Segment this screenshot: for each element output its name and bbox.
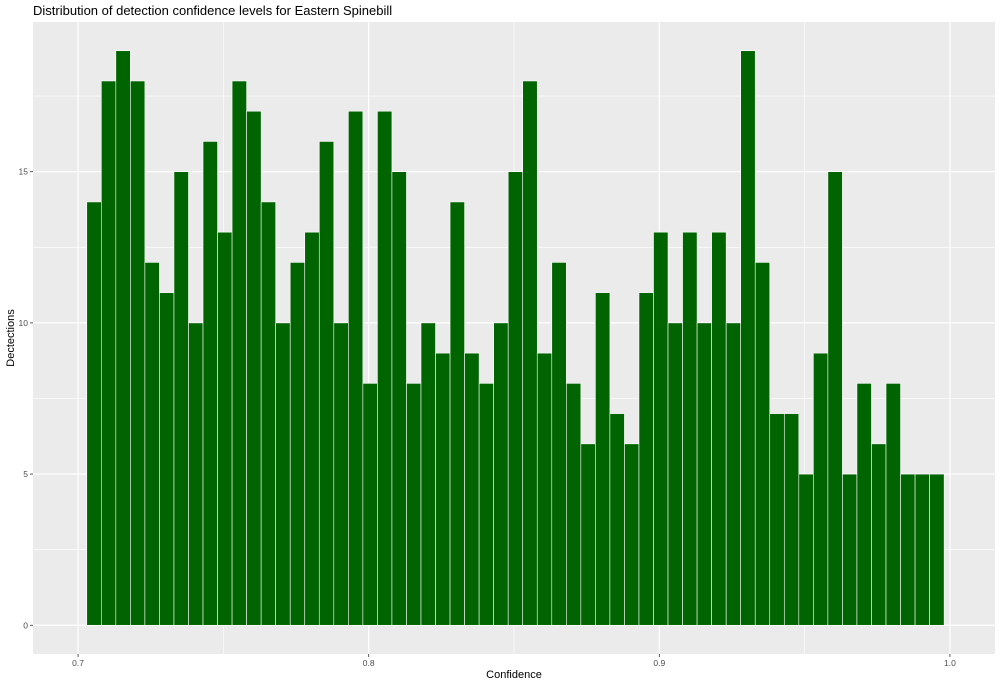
histogram-bar: [929, 473, 945, 626]
histogram-bar: [159, 292, 175, 626]
histogram-bar: [144, 262, 160, 626]
histogram-bar: [173, 171, 189, 626]
y-tick-label: 15: [19, 167, 29, 177]
y-axis-title: Dectections: [5, 309, 17, 367]
y-tick-label: 5: [23, 469, 28, 479]
histogram-bar: [900, 473, 916, 626]
x-axis-ticks: 0.7 0.8 0.9 1.0: [72, 654, 956, 668]
histogram-bar: [754, 262, 771, 626]
histogram-bar: [493, 322, 509, 626]
histogram-bar: [551, 262, 567, 626]
histogram-bar: [871, 443, 887, 626]
histogram-bar: [856, 383, 872, 626]
histogram-bar: [464, 352, 480, 626]
histogram-bar: [449, 201, 465, 626]
x-tick-label: 0.7: [72, 658, 84, 668]
histogram-bar: [842, 473, 858, 626]
histogram-bar: [435, 352, 451, 626]
histogram-bar: [260, 201, 276, 626]
histogram-bar: [522, 80, 538, 626]
histogram-bar: [507, 171, 524, 626]
histogram-bar: [289, 262, 306, 626]
histogram-bar: [86, 201, 102, 626]
histogram-bar: [827, 171, 843, 626]
bars: [86, 50, 945, 626]
x-tick-label: 0.9: [653, 658, 665, 668]
histogram-bar: [275, 322, 291, 626]
histogram-bar: [217, 231, 233, 626]
histogram-bar: [304, 231, 320, 626]
x-tick-label: 0.8: [363, 658, 375, 668]
histogram-bar: [391, 171, 407, 626]
y-axis-ticks: 0 5 10 15: [19, 167, 33, 630]
x-tick-label: 1.0: [944, 658, 956, 668]
histogram-bar: [667, 322, 683, 626]
y-tick-label: 0: [23, 620, 28, 630]
histogram-bar: [318, 141, 335, 626]
histogram-bar: [682, 231, 698, 626]
histogram-bar: [202, 141, 218, 626]
histogram-bar: [566, 383, 582, 626]
histogram-bar: [769, 413, 785, 626]
histogram-bar: [711, 231, 727, 626]
histogram-bar: [624, 443, 640, 626]
histogram-bar: [638, 292, 654, 626]
histogram-bar: [653, 231, 669, 626]
histogram-bar: [595, 292, 611, 626]
histogram-bar: [420, 322, 436, 626]
histogram-bar: [406, 383, 422, 626]
histogram-bar: [696, 322, 712, 626]
histogram-bar: [115, 50, 131, 626]
histogram-bar: [188, 322, 204, 626]
histogram-bar: [740, 50, 756, 626]
histogram-bar: [798, 473, 814, 626]
x-axis-title: Confidence: [486, 669, 542, 681]
histogram-bar: [580, 443, 596, 626]
histogram-bar: [783, 413, 800, 626]
histogram-bar: [609, 413, 625, 626]
histogram-bar: [362, 383, 378, 626]
histogram-bar: [246, 110, 262, 626]
histogram-bar: [885, 383, 901, 626]
histogram-bar: [813, 352, 829, 626]
chart-title: Distribution of detection confidence lev…: [33, 3, 392, 18]
histogram-bar: [130, 80, 146, 626]
y-tick-label: 10: [19, 318, 29, 328]
histogram-bar: [478, 383, 494, 626]
histogram-bar: [725, 322, 741, 626]
histogram-bar: [100, 80, 117, 626]
histogram-bar: [333, 322, 349, 626]
histogram-bar: [536, 352, 553, 626]
histogram-bar: [914, 473, 930, 626]
histogram-bar: [377, 110, 393, 626]
histogram-bar: [348, 110, 364, 626]
histogram-bar: [231, 80, 247, 626]
